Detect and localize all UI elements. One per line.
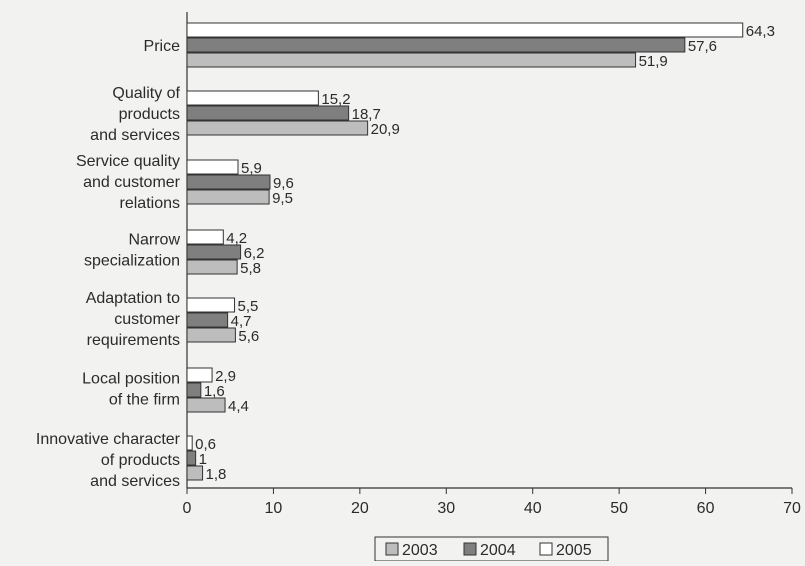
category-label: Innovative character xyxy=(36,431,181,448)
bar-value-label: 9,6 xyxy=(273,175,294,192)
category-label: Service quality xyxy=(76,153,180,170)
bar-value-label: 1,8 xyxy=(206,466,227,483)
bar-2004 xyxy=(186,174,271,190)
category-label: Price xyxy=(144,38,181,55)
category-label: relations xyxy=(120,195,180,212)
x-tick-label: 0 xyxy=(183,500,192,517)
legend-label-2005: 2005 xyxy=(556,542,592,559)
bar-value-label: 4,4 xyxy=(228,398,249,415)
bar-2003 xyxy=(186,397,226,413)
bar-2005 xyxy=(186,367,213,383)
bar-2005 xyxy=(186,435,193,451)
legend-box xyxy=(374,536,609,562)
legend-swatch-2004 xyxy=(463,542,477,556)
bar-2005 xyxy=(186,159,239,175)
bar-value-label: 15,2 xyxy=(321,91,350,108)
category-label: Narrow xyxy=(128,232,180,249)
bar-value-label: 5,6 xyxy=(238,328,259,345)
bar-2003 xyxy=(186,465,204,481)
category-label: customer xyxy=(114,311,180,328)
bar-value-label: 1 xyxy=(199,451,207,468)
bar-2004 xyxy=(186,37,686,53)
category-label: Quality of xyxy=(112,85,180,102)
bar-2004 xyxy=(186,244,242,260)
legend-label-2003: 2003 xyxy=(402,542,438,559)
bar-value-label: 6,2 xyxy=(244,245,265,262)
category-label: and customer xyxy=(83,174,181,191)
x-tick-label: 10 xyxy=(265,500,283,517)
category-label: specialization xyxy=(84,253,180,270)
bar-value-label: 0,6 xyxy=(195,436,216,453)
bar-2003 xyxy=(186,327,236,343)
category-label: products xyxy=(119,106,180,123)
category-label: of products xyxy=(101,452,180,469)
category-label: Adaptation to xyxy=(86,290,180,307)
bar-value-label: 4,2 xyxy=(226,230,247,247)
x-tick-label: 50 xyxy=(610,500,628,517)
bar-value-label: 5,8 xyxy=(240,260,261,277)
bar-2003 xyxy=(186,120,369,136)
bar-2004 xyxy=(186,382,202,398)
bar-value-label: 57,6 xyxy=(688,38,717,55)
bar-value-label: 4,7 xyxy=(231,313,252,330)
bar-2003 xyxy=(186,259,238,275)
bar-value-label: 5,5 xyxy=(238,298,259,315)
bar-2005 xyxy=(186,90,319,106)
bar-value-label: 5,9 xyxy=(241,160,262,177)
bar-value-label: 64,3 xyxy=(746,23,775,40)
category-label: requirements xyxy=(87,332,180,349)
category-label: and services xyxy=(90,473,180,490)
bar-value-label: 51,9 xyxy=(639,53,668,70)
bar-value-label: 1,6 xyxy=(204,383,225,400)
x-tick-label: 60 xyxy=(697,500,715,517)
bar-2004 xyxy=(186,105,350,121)
category-label: of the firm xyxy=(109,392,180,409)
x-tick-label: 20 xyxy=(351,500,369,517)
bar-2005 xyxy=(186,297,236,313)
legend-swatch-2005 xyxy=(539,542,553,556)
bar-2005 xyxy=(186,22,744,38)
bar-value-label: 18,7 xyxy=(352,106,381,123)
bar-value-label: 9,5 xyxy=(272,190,293,207)
bar-2004 xyxy=(186,450,197,466)
bar-value-label: 20,9 xyxy=(371,121,400,138)
bar-2005 xyxy=(186,229,224,245)
legend-swatch-2003 xyxy=(385,542,399,556)
bar-2003 xyxy=(186,52,637,68)
x-tick-label: 30 xyxy=(437,500,455,517)
x-tick-label: 70 xyxy=(783,500,801,517)
bar-value-label: 2,9 xyxy=(215,368,236,385)
category-label: and services xyxy=(90,127,180,144)
bar-2003 xyxy=(186,189,270,205)
legend-label-2004: 2004 xyxy=(480,542,516,559)
x-tick-label: 40 xyxy=(524,500,542,517)
category-label: Local position xyxy=(82,371,180,388)
bar-2004 xyxy=(186,312,229,328)
